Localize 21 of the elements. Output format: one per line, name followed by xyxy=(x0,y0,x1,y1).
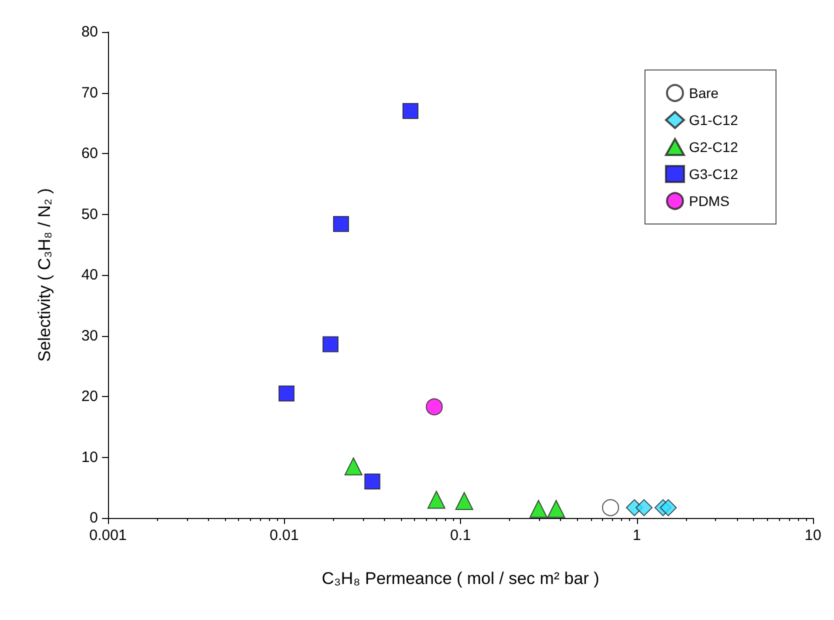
y-tick-label: 0 xyxy=(90,510,98,526)
y-axis-title: Selectivity ( C₃H₈ / N₂ ) xyxy=(35,188,54,362)
x-tick-label: 0.01 xyxy=(270,527,299,544)
legend-label: G3-C12 xyxy=(688,166,738,182)
y-tick-label: 40 xyxy=(81,266,98,284)
y-tick-label: 60 xyxy=(81,145,98,162)
y-tick-label: 80 xyxy=(81,24,98,40)
y-tick-label: 50 xyxy=(81,206,98,223)
x-tick-label: 0.001 xyxy=(89,527,127,544)
y-tick-label: 70 xyxy=(81,84,98,102)
legend-label: G1-C12 xyxy=(688,112,738,128)
legend-label: Bare xyxy=(688,85,719,101)
y-tick-label: 10 xyxy=(81,448,98,466)
x-axis-title: C₃H₈ Permeance ( mol / sec m² bar ) xyxy=(322,569,600,588)
x-tick-label: 10 xyxy=(804,527,822,544)
y-tick-label: 30 xyxy=(81,327,98,344)
legend-label: G2-C12 xyxy=(688,139,738,155)
x-tick-label: 1 xyxy=(632,527,641,544)
legend-label: PDMS xyxy=(688,193,730,209)
y-tick-label: 20 xyxy=(81,388,98,405)
x-tick-label: 0.1 xyxy=(450,527,471,544)
